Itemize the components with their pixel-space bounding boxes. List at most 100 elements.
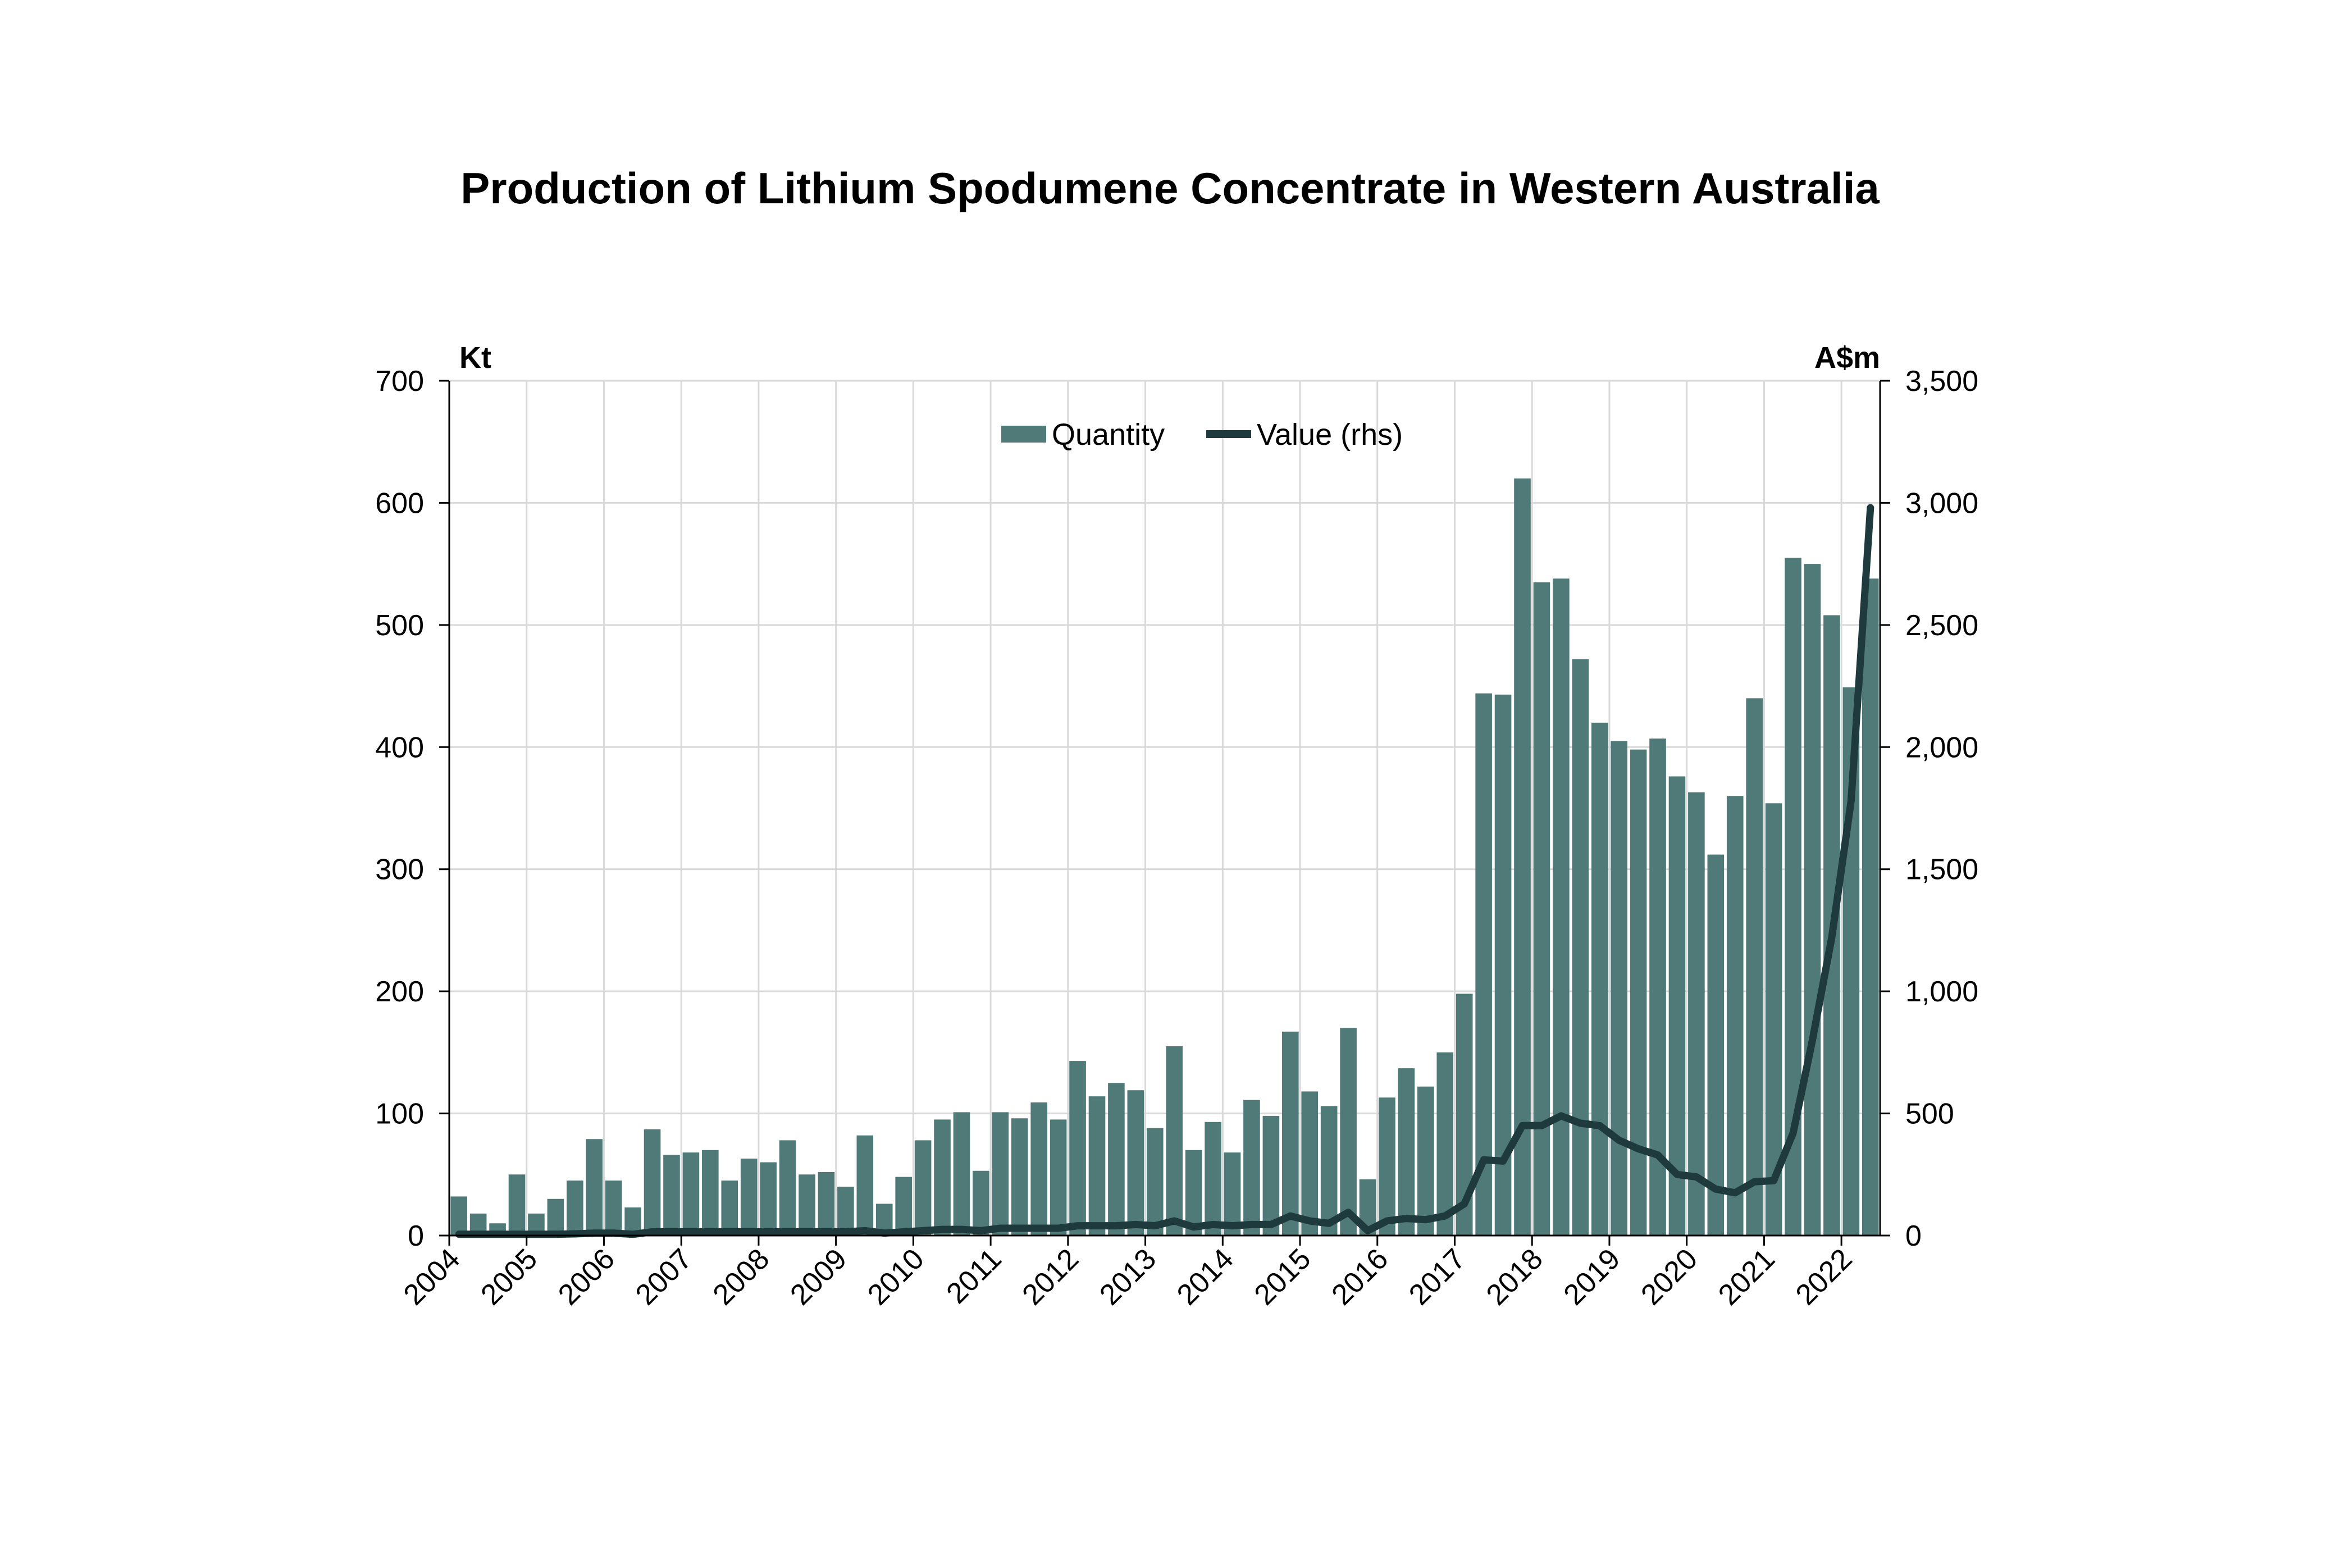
chart-title: Production of Lithium Spodumene Concentr… <box>460 163 1880 213</box>
y-tick-label: 300 <box>375 854 424 886</box>
legend: Quantity Value (rhs) <box>1001 418 1403 452</box>
quantity-bar <box>1707 854 1725 1236</box>
quantity-bar <box>1069 1061 1086 1236</box>
quantity-bar <box>1862 578 1879 1236</box>
quantity-bar <box>1398 1068 1415 1236</box>
quantity-bar <box>1611 741 1627 1236</box>
quantity-bar <box>934 1119 951 1236</box>
quantity-bar <box>818 1172 835 1236</box>
x-tick-label: 2009 <box>784 1242 853 1311</box>
x-tick-label: 2017 <box>1403 1242 1472 1311</box>
quantity-bar <box>1088 1096 1106 1236</box>
quantity-bar <box>1553 578 1570 1236</box>
quantity-bar <box>1475 693 1492 1236</box>
quantity-bar <box>760 1162 777 1236</box>
quantity-bar <box>1436 1052 1454 1236</box>
quantity-bar <box>1572 659 1589 1236</box>
y2-tick-label: 3,000 <box>1905 487 1978 519</box>
y-tick-label: 0 <box>408 1220 424 1252</box>
y-tick-label: 400 <box>375 731 424 764</box>
quantity-bar <box>567 1180 583 1236</box>
x-tick-label: 2020 <box>1635 1242 1704 1311</box>
y2-tick-label: 0 <box>1905 1220 1922 1252</box>
x-tick-label: 2006 <box>552 1242 621 1311</box>
quantity-bar <box>547 1198 564 1236</box>
x-tick-label: 2010 <box>861 1242 930 1311</box>
y2-tick-label: 2,000 <box>1905 731 1978 764</box>
quantity-bar <box>1417 1086 1434 1236</box>
x-tick-label: 2016 <box>1325 1242 1394 1311</box>
right-axis-unit: A$m <box>1814 341 1880 375</box>
quantity-bar <box>1533 582 1550 1236</box>
quantity-bar <box>1630 749 1647 1236</box>
quantity-bar <box>1185 1150 1202 1236</box>
quantity-bar <box>450 1196 468 1236</box>
y2-tick-label: 1,000 <box>1905 976 1978 1008</box>
quantity-bar <box>605 1180 622 1236</box>
quantity-bar <box>856 1135 874 1236</box>
quantity-bar <box>1030 1102 1047 1236</box>
quantity-bar <box>1301 1091 1319 1236</box>
x-tick-label: 2004 <box>398 1242 467 1311</box>
x-tick-label: 2019 <box>1558 1242 1627 1311</box>
y-tick-label: 200 <box>375 976 424 1008</box>
left-axis-unit: Kt <box>459 341 491 375</box>
quantity-bar <box>1746 698 1763 1236</box>
y-tick-label: 700 <box>375 365 424 398</box>
quantity-bar <box>1340 1028 1357 1236</box>
quantity-bar <box>1726 796 1744 1236</box>
quantity-bars <box>450 478 1879 1236</box>
x-tick-label: 2018 <box>1480 1242 1549 1311</box>
x-tick-label: 2015 <box>1248 1242 1317 1311</box>
x-tick-label: 2012 <box>1016 1242 1085 1311</box>
quantity-bar <box>1127 1090 1144 1236</box>
quantity-bar <box>1166 1046 1183 1236</box>
y2-tick-label: 2,500 <box>1905 609 1978 642</box>
legend-label-value: Value (rhs) <box>1257 418 1403 452</box>
y-tick-label: 500 <box>375 609 424 642</box>
x-tick-label: 2005 <box>475 1242 544 1311</box>
quantity-bar <box>895 1177 912 1236</box>
quantity-bar <box>1320 1106 1338 1236</box>
x-tick-label: 2011 <box>941 1242 1008 1310</box>
axes <box>439 380 1890 1246</box>
quantity-bar <box>1146 1128 1164 1236</box>
x-tick-label: 2021 <box>1712 1242 1781 1311</box>
quantity-bar <box>702 1150 719 1236</box>
value-line <box>455 504 1874 1238</box>
quantity-bar <box>1262 1115 1280 1236</box>
quantity-bar <box>1011 1118 1028 1236</box>
quantity-bar <box>663 1155 680 1236</box>
quantity-bar <box>973 1170 989 1236</box>
quantity-bar <box>508 1174 526 1236</box>
quantity-bar <box>1379 1097 1395 1236</box>
y-tick-label: 600 <box>375 487 424 519</box>
quantity-bar <box>1224 1152 1241 1236</box>
quantity-bar <box>992 1112 1009 1236</box>
quantity-bar <box>1243 1100 1260 1236</box>
quantity-bar <box>1205 1122 1221 1236</box>
quantity-bar <box>953 1112 970 1236</box>
quantity-bar <box>1050 1119 1067 1236</box>
quantity-bar <box>1804 564 1821 1236</box>
x-tick-label: 2013 <box>1093 1242 1162 1311</box>
x-tick-label: 2007 <box>630 1242 699 1311</box>
quantity-bar <box>682 1152 700 1236</box>
quantity-bar <box>721 1180 738 1236</box>
x-tick-label: 2022 <box>1790 1242 1859 1311</box>
y2-tick-label: 500 <box>1905 1098 1954 1131</box>
quantity-bar <box>586 1139 603 1236</box>
quantity-bar <box>1282 1031 1299 1236</box>
value-line-layer <box>455 504 1874 1238</box>
quantity-bar <box>799 1174 815 1236</box>
y-tick-label: 100 <box>375 1098 424 1131</box>
quantity-bar <box>1591 722 1608 1236</box>
quantity-bar <box>1514 478 1531 1236</box>
quantity-bar <box>1688 792 1705 1236</box>
x-tick-label: 2008 <box>707 1242 776 1311</box>
y2-tick-label: 3,500 <box>1905 365 1978 398</box>
quantity-bar <box>644 1129 661 1236</box>
quantity-bar <box>1668 776 1686 1236</box>
quantity-bar <box>740 1159 758 1236</box>
